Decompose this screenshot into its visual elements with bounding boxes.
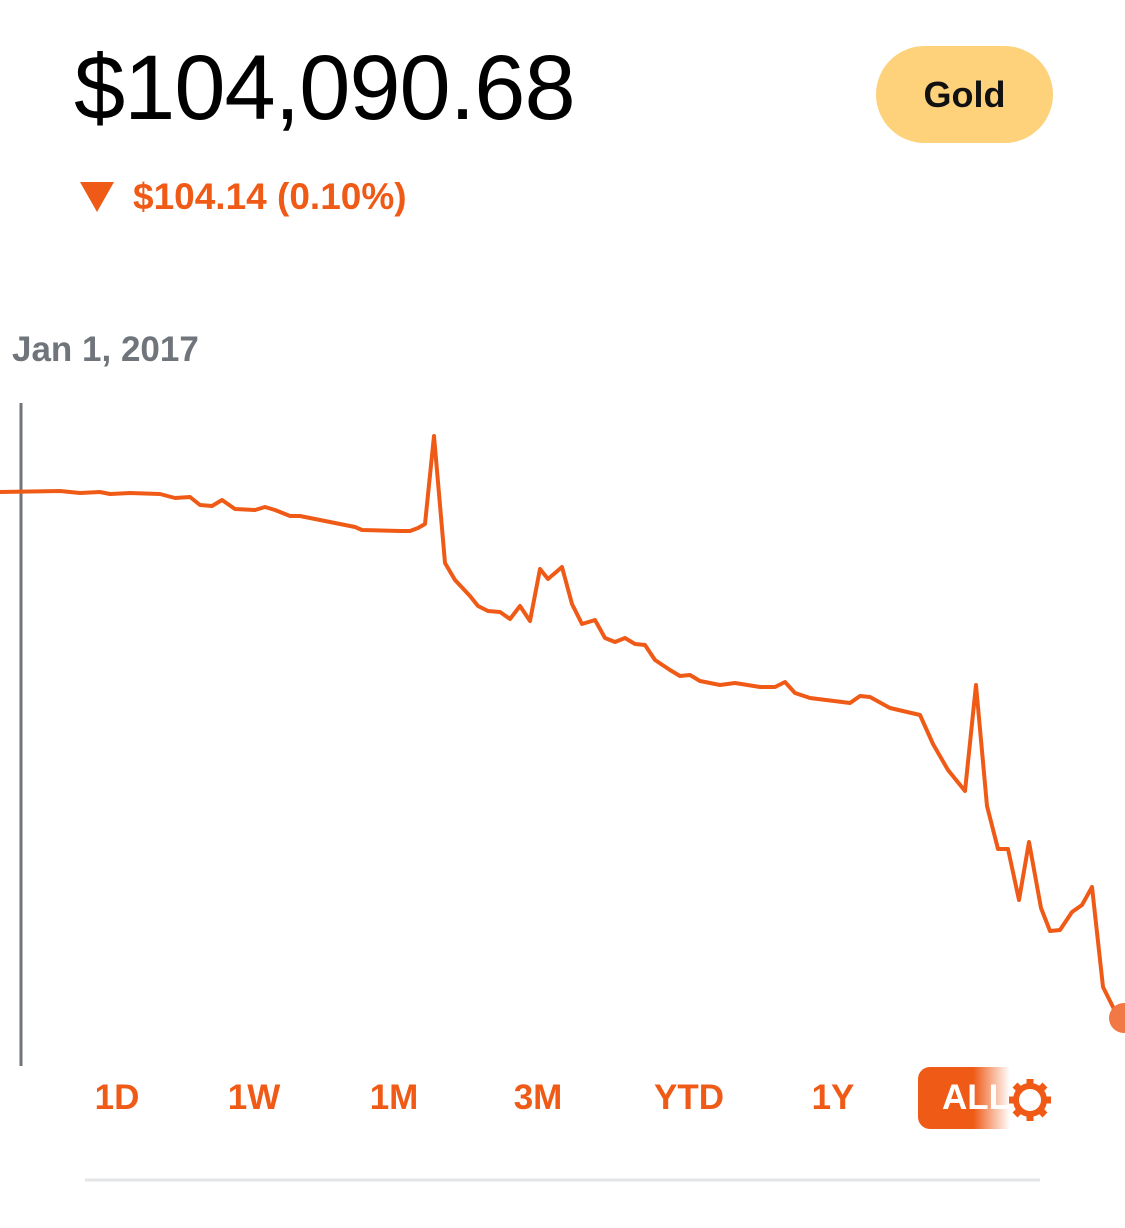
range-button[interactable]: 3M [513, 1078, 563, 1117]
range-button[interactable]: 1Y [811, 1078, 855, 1117]
portfolio-line [0, 434, 1119, 1016]
range-button[interactable]: 1W [227, 1078, 281, 1117]
day-change: $104.14 (0.10%) [133, 176, 407, 217]
down-arrow [80, 182, 114, 212]
range-button[interactable]: 1D [94, 1078, 140, 1117]
range-button-selected[interactable]: ALL [918, 1067, 1010, 1129]
date-label: Jan 1, 2017 [12, 330, 199, 369]
range-button[interactable]: 1M [369, 1078, 419, 1117]
range-button[interactable]: YTD [654, 1078, 724, 1117]
gold-button[interactable]: Gold [876, 46, 1053, 143]
portfolio-value: $104,090.68 [74, 37, 576, 139]
settings-icon[interactable] [1009, 1079, 1051, 1121]
current-dot [1109, 1003, 1125, 1033]
